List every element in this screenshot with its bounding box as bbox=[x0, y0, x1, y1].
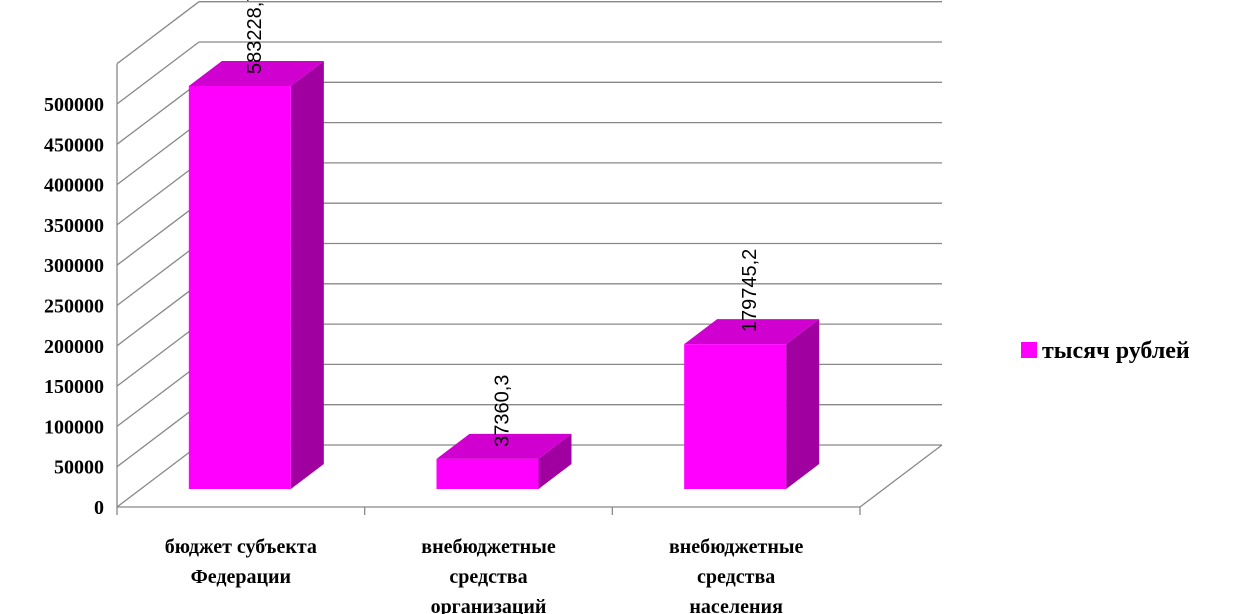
bars bbox=[188, 61, 820, 489]
bar bbox=[436, 458, 539, 489]
y-tick-label: 450000 bbox=[44, 134, 104, 156]
y-tick-label: 250000 bbox=[44, 296, 104, 318]
x-category-label: внебюджетные bbox=[421, 536, 556, 558]
y-tick-label: 50000 bbox=[54, 457, 104, 479]
bar bbox=[188, 86, 291, 489]
gridline-side bbox=[116, 202, 200, 266]
data-label: 583228,7 bbox=[244, 0, 266, 74]
x-category-label: бюджет субъекта bbox=[165, 536, 317, 558]
gridline-side bbox=[116, 1, 200, 65]
x-axis-category-labels: бюджет субъекта Федерации внебюджетные сред… bbox=[165, 536, 804, 614]
gridline-side bbox=[116, 242, 200, 307]
gridline-side bbox=[116, 363, 200, 427]
x-category-label: средства bbox=[697, 566, 775, 588]
y-tick-label: 350000 bbox=[44, 215, 104, 237]
gridline-side bbox=[116, 81, 200, 145]
legend: тысяч рублей bbox=[1021, 338, 1190, 364]
floor-right-edge bbox=[859, 444, 943, 508]
data-label: 37360,3 bbox=[492, 375, 514, 447]
y-tick-label: 300000 bbox=[44, 255, 104, 277]
gridline-side bbox=[116, 404, 200, 468]
x-category-label: Федерации bbox=[191, 566, 291, 588]
y-axis-tick-labels: 0 50000 100000 150000 200000 250000 300000 3500… bbox=[44, 94, 104, 519]
x-category-label: средства bbox=[449, 566, 527, 588]
gridline-side bbox=[116, 162, 200, 226]
x-category-label: организаций bbox=[431, 596, 547, 614]
y-tick-label: 100000 bbox=[44, 416, 104, 438]
y-tick-label: 150000 bbox=[44, 376, 104, 398]
y-tick-label: 0 bbox=[94, 497, 104, 519]
gridline-side bbox=[116, 41, 200, 105]
axes bbox=[116, 63, 943, 515]
gridline-side bbox=[116, 323, 200, 387]
gridline-side bbox=[116, 283, 200, 347]
gridline-side bbox=[116, 444, 200, 508]
bar-side bbox=[290, 61, 324, 489]
data-labels: 583228,7 37360,3 179745,2 bbox=[244, 0, 761, 447]
bar-top bbox=[436, 433, 572, 459]
bar-side bbox=[538, 433, 572, 489]
y-tick-label: 400000 bbox=[44, 175, 104, 197]
y-tick-label: 500000 bbox=[44, 94, 104, 116]
bar-top bbox=[684, 319, 820, 345]
gridline-side bbox=[116, 122, 200, 186]
legend-label: тысяч рублей bbox=[1042, 338, 1190, 364]
y-tick-label: 200000 bbox=[44, 336, 104, 358]
data-label: 179745,2 bbox=[739, 249, 761, 332]
bar-side bbox=[786, 319, 820, 489]
bar-top bbox=[188, 61, 324, 86]
x-category-label: населения bbox=[689, 596, 783, 614]
legend-swatch bbox=[1021, 342, 1037, 358]
bar bbox=[684, 344, 787, 489]
x-category-label: внебюджетные bbox=[669, 536, 804, 558]
